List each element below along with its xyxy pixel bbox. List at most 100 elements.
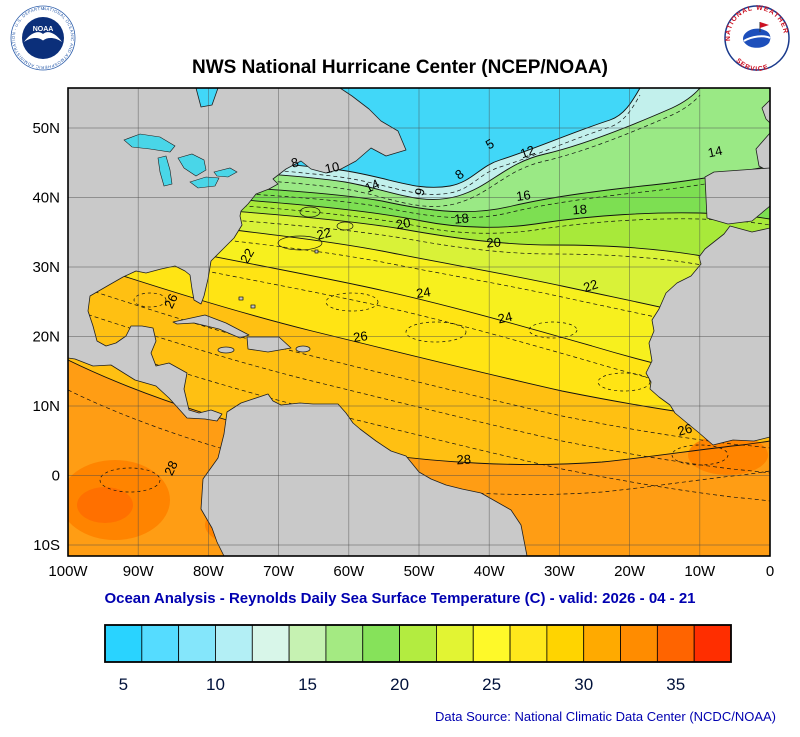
colorbar-tick-label: 10 [206, 675, 225, 694]
colorbar-tick-label: 15 [298, 675, 317, 694]
colorbar-tick-labels: 5 10 15 20 25 30 35 [119, 675, 686, 694]
temperature-colorbar: 5 10 15 20 25 30 35 [104, 624, 732, 694]
colorbar-segment [583, 624, 621, 663]
colorbar-segment [472, 624, 511, 663]
colorbar-tick-label: 20 [390, 675, 409, 694]
land-bermuda [314, 249, 319, 254]
colorbar-segment [656, 624, 695, 663]
noaa-label: NOAA [33, 26, 54, 33]
x-axis-label: 60W [333, 563, 365, 580]
colorbar-segment [141, 624, 180, 663]
data-source: Data Source: National Climatic Data Cent… [435, 709, 776, 724]
contour-label: 22 [237, 246, 257, 266]
contour-label: 14 [706, 143, 723, 161]
x-axis-label: 50W [404, 563, 436, 580]
colorbar-tick-label: 35 [666, 675, 685, 694]
contour-label: 12 [518, 142, 537, 161]
contour-label: 26 [676, 421, 694, 439]
contour-label: 9 [411, 186, 427, 197]
colorbar-segment [362, 624, 400, 663]
nws-map-graphic [743, 28, 771, 48]
lake-erie [189, 176, 220, 189]
y-axis-label: 40N [32, 190, 60, 207]
contour-label: 22 [315, 225, 333, 243]
land-bahamas [238, 296, 244, 301]
colorbar-segments [104, 624, 732, 663]
map-frame [67, 87, 771, 557]
colorbar-segment [325, 624, 364, 663]
contour-label: 18 [454, 210, 470, 226]
y-axis-label: 10S [33, 537, 60, 554]
nws-wave-graphic [743, 35, 771, 42]
isotherm-dashed [68, 192, 770, 234]
map-subtitle: Ocean Analysis - Reynolds Daily Sea Surf… [104, 590, 696, 607]
y-axis-label: 20N [32, 329, 60, 346]
y-axis-label: 0 [52, 468, 60, 485]
colorbar-segment [251, 624, 290, 663]
land-france [755, 132, 770, 173]
lake-superior [123, 133, 176, 153]
lake-huron [177, 153, 207, 177]
lat-lon-grid [68, 88, 770, 556]
colorbar-segment [620, 624, 658, 663]
contour-label: 18 [572, 202, 587, 218]
colorbar-segment [104, 624, 143, 663]
land-england [761, 99, 770, 124]
nws-hurricane-flag-icon [760, 22, 769, 28]
land-bahamas [250, 304, 256, 309]
contour-label: 26 [352, 328, 368, 345]
contour-label: 22 [581, 276, 599, 295]
longitude-axis: 100W 90W 80W 70W 60W 50W 40W 30W 20W 10W 0 [48, 563, 774, 580]
x-axis-label: 90W [123, 563, 155, 580]
x-axis-label: 40W [474, 563, 506, 580]
colorbar-segment [215, 624, 253, 663]
x-axis-label: 80W [193, 563, 225, 580]
isotherm-dashed [68, 389, 770, 495]
isotherm-dashed [68, 94, 701, 207]
contour-label: 20 [395, 215, 412, 232]
colorbar-segment [399, 624, 437, 663]
contour-label: 14 [362, 176, 381, 196]
colorbar-tick-label: 30 [574, 675, 593, 694]
x-axis-label: 100W [48, 563, 88, 580]
colorbar-segment [288, 624, 327, 663]
colorbar-segment [546, 624, 585, 663]
colorbar-tick-label: 25 [482, 675, 501, 694]
lake-michigan [157, 155, 173, 187]
y-axis-label: 50N [32, 120, 60, 137]
contour-label: 20 [486, 235, 501, 251]
contour-label: 8 [289, 154, 300, 170]
noaa-seagull-icon [24, 32, 62, 42]
colorbar-tick-label: 5 [119, 675, 128, 694]
eddy-contours [99, 206, 729, 493]
y-axis-label: 30N [32, 259, 60, 276]
landmasses [68, 88, 770, 556]
contour-label: 16 [515, 187, 531, 204]
land-north-america [68, 88, 407, 422]
great-lakes [123, 133, 238, 189]
x-axis-label: 30W [544, 563, 576, 580]
contour-label: 24 [496, 309, 513, 327]
nws-logo: NATIONAL WEATHER SERVICE [724, 5, 790, 71]
x-axis-label: 20W [614, 563, 646, 580]
land-cuba [172, 314, 250, 339]
colorbar-segment [178, 624, 216, 663]
x-axis-label: 70W [263, 563, 295, 580]
lake-ontario [213, 167, 238, 178]
colorbar-segment [693, 624, 732, 663]
x-axis-label: 10W [684, 563, 716, 580]
contour-label: 10 [323, 159, 340, 177]
land-jamaica [217, 346, 235, 354]
latitude-axis: 50N 40N 30N 20N 10N 0 10S [32, 120, 60, 554]
land-iberia [704, 167, 770, 225]
y-axis-label: 10N [32, 398, 60, 415]
x-axis-label: 0 [766, 563, 774, 580]
colorbar-frame [104, 624, 732, 663]
land-hispaniola [246, 336, 292, 353]
noaa-logo: NATIONAL OCEANIC AND ATMOSPHERIC ADMINIS… [10, 5, 76, 71]
colorbar-segment [509, 624, 548, 663]
contour-label: 28 [456, 452, 471, 468]
land-puerto-rico [295, 345, 311, 353]
warm-patch [77, 487, 133, 523]
